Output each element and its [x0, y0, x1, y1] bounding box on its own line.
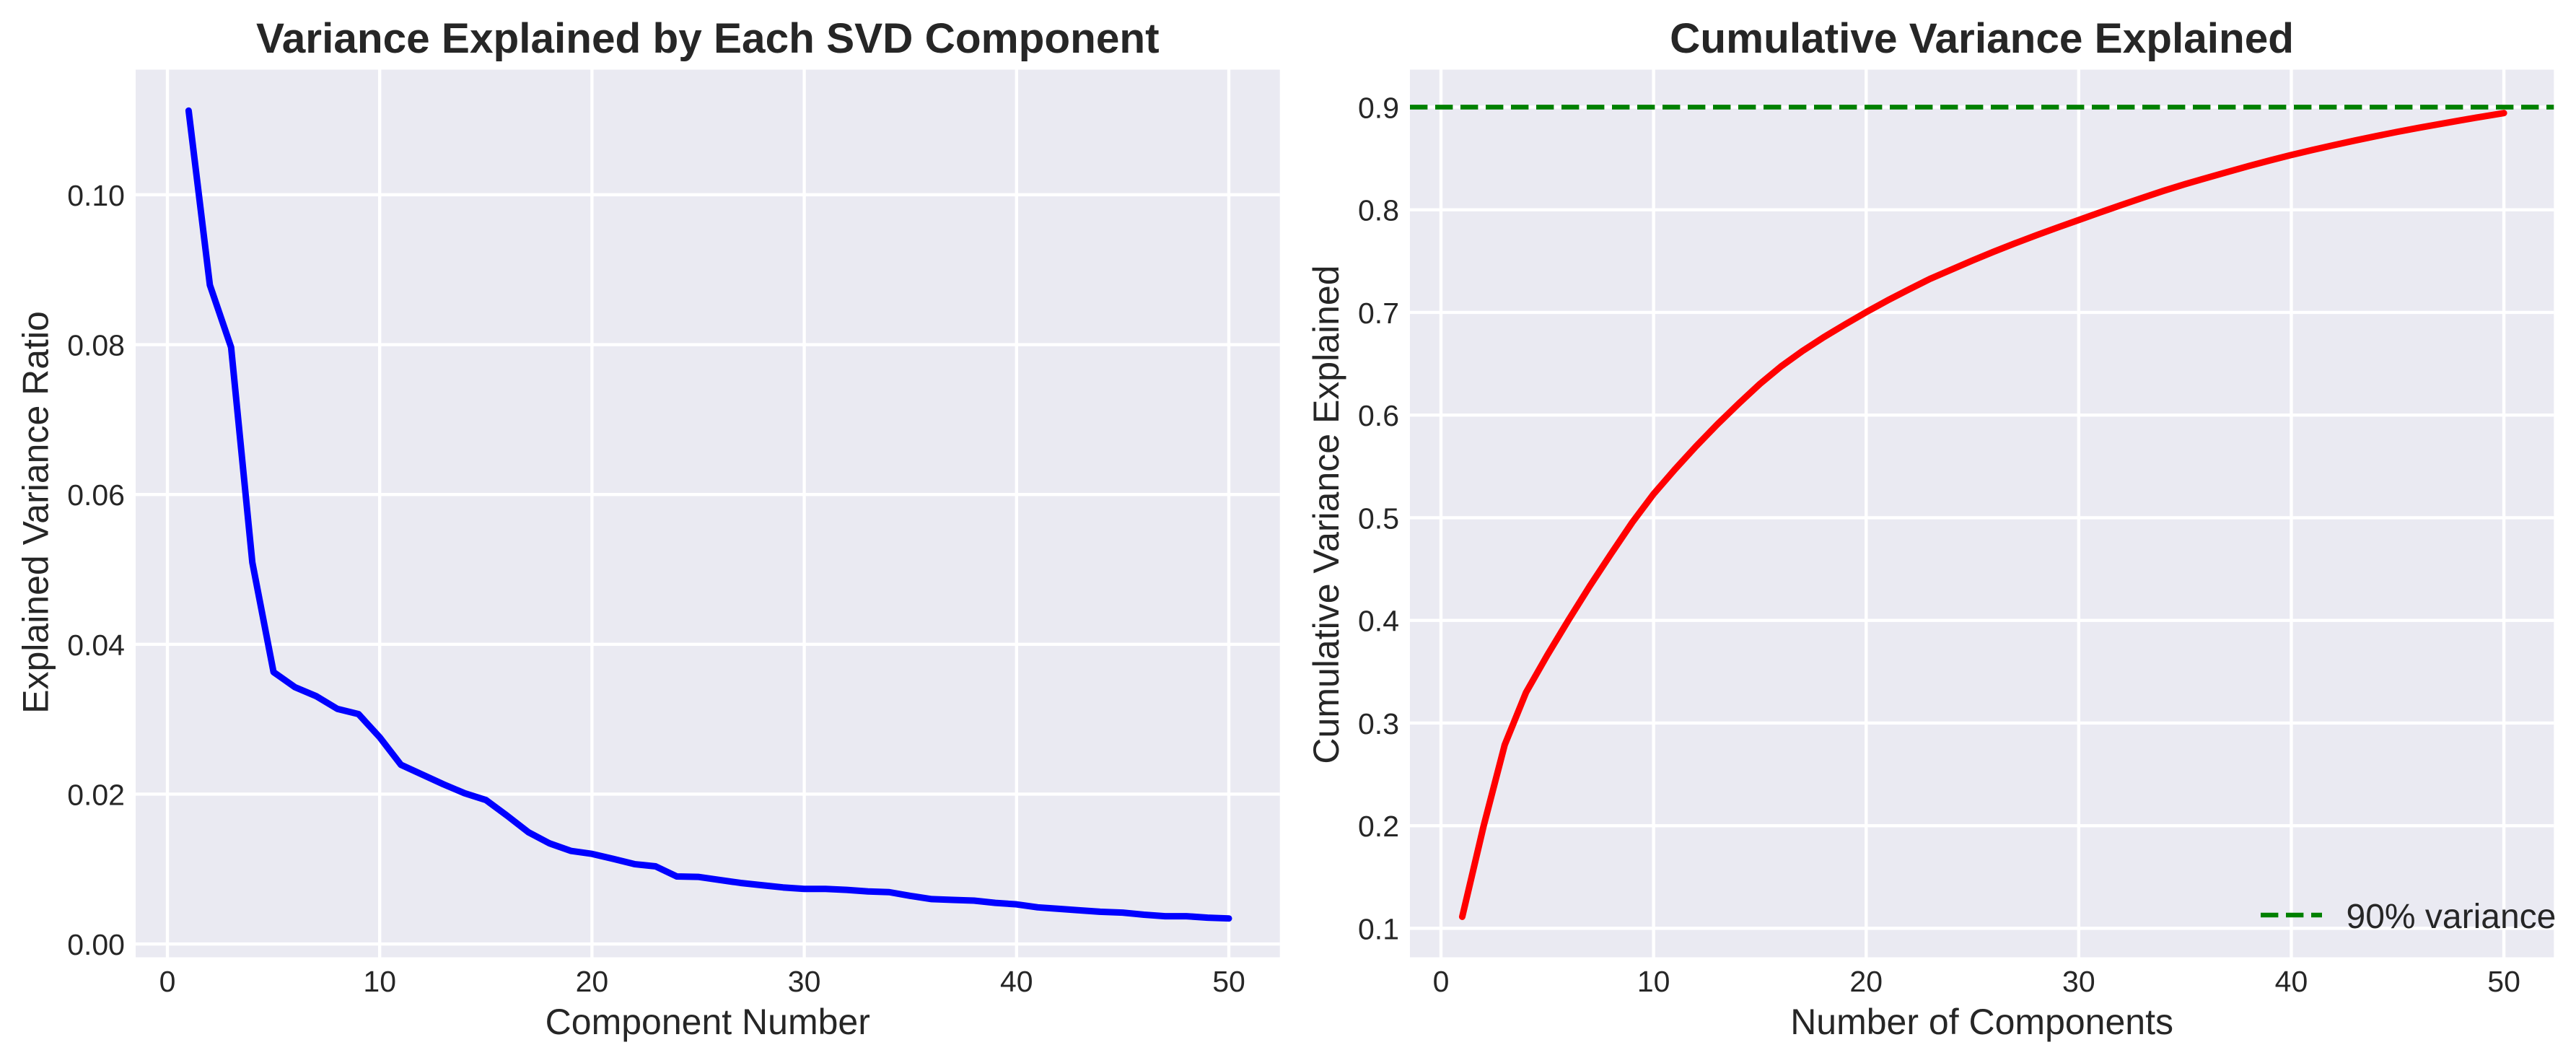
cumulative-plot-ytick-labels: 0.1 0.2 0.3 0.4 0.5 0.6 0.7 0.8 0.9: [1358, 91, 1399, 945]
xtick-label: 20: [1849, 965, 1883, 998]
scree-plot-title: Variance Explained by Each SVD Component: [256, 15, 1160, 62]
explained-variance-line: [185, 107, 1232, 922]
xtick-label: 10: [363, 965, 396, 998]
scree-plot-ylabel: Explained Variance Ratio: [16, 311, 56, 714]
scree-plot: 0 10 20 30 40 50 0.00 0.02 0.04 0.06 0.08 0.10 Var…: [16, 15, 1280, 1042]
ytick-label: 0.4: [1358, 605, 1399, 638]
cumulative-plot-background: [1410, 69, 2554, 958]
ytick-label: 0.1: [1358, 912, 1399, 945]
scree-plot-ytick-labels: 0.00 0.02 0.04 0.06 0.08 0.10: [67, 179, 125, 961]
ytick-label: 0.9: [1358, 91, 1399, 124]
ytick-label: 0.2: [1358, 810, 1399, 843]
scree-plot-background: [136, 69, 1280, 958]
ytick-label: 0.8: [1358, 194, 1399, 227]
cumulative-variance-line: [1458, 110, 2507, 920]
ytick-label: 0.02: [67, 778, 125, 811]
scree-plot-gridlines: [136, 69, 1280, 958]
xtick-label: 30: [788, 965, 821, 998]
xtick-label: 10: [1637, 965, 1670, 998]
xtick-label: 50: [2487, 965, 2520, 998]
cumulative-plot-title: Cumulative Variance Explained: [1670, 15, 2294, 62]
ytick-label: 0.06: [67, 478, 125, 512]
legend-label: 90% variance: [2347, 898, 2557, 936]
xtick-label: 0: [1433, 965, 1450, 998]
cumulative-variance-plot: 0 10 20 30 40 50 0.10.20.30.40.50.60.70.80.9 …: [1306, 15, 2556, 1042]
ytick-label: 0.6: [1358, 399, 1399, 432]
ytick-label: 0.10: [67, 179, 125, 212]
ytick-label: 0.00: [67, 928, 125, 961]
xtick-label: 40: [1000, 965, 1033, 998]
ytick-label: 0.5: [1358, 502, 1399, 535]
scree-plot-xtick-labels: 0 10 20 30 40 50: [159, 965, 1245, 998]
scree-plot-xlabel: Component Number: [546, 1002, 870, 1042]
ytick-label: 0.3: [1358, 707, 1399, 740]
xtick-label: 30: [2062, 965, 2095, 998]
legend: 90% variance: [2261, 898, 2556, 936]
cumulative-plot-ylabel: Cumulative Variance Explained: [1306, 265, 1346, 764]
ytick-label: 0.08: [67, 329, 125, 362]
ytick-label: 0.7: [1358, 297, 1399, 330]
xtick-label: 0: [159, 965, 176, 998]
cumulative-plot-xlabel: Number of Components: [1790, 1002, 2173, 1042]
xtick-label: 20: [576, 965, 609, 998]
ytick-label: 0.04: [67, 629, 125, 662]
xtick-label: 40: [2275, 965, 2308, 998]
cumulative-plot-xtick-labels: 0 10 20 30 40 50: [1433, 965, 2520, 998]
xtick-label: 50: [1212, 965, 1245, 998]
